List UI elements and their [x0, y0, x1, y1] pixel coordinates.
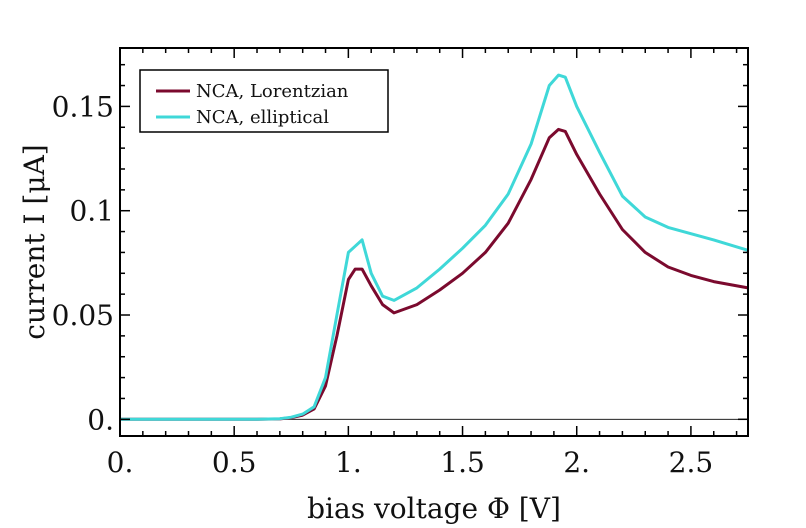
- legend: NCA, Lorentzian NCA, elliptical: [139, 69, 389, 133]
- y-tick-label: 0.05: [52, 299, 114, 332]
- plot-frame: [119, 47, 749, 437]
- x-tick-label: 1.5: [440, 446, 485, 479]
- y-tick-label: 0.1: [69, 195, 114, 228]
- series-line-elliptical: [120, 73, 749, 421]
- x-axis-label: bias voltage Φ [V]: [307, 492, 561, 525]
- x-tick-label: 0.5: [212, 446, 257, 479]
- y-axis-label: current I [μA]: [18, 144, 51, 339]
- y-tick-label: 0.: [87, 403, 114, 436]
- x-tick-label: 2.5: [669, 446, 714, 479]
- x-tick-label: 0.: [107, 446, 134, 479]
- x-tick-label: 2.: [563, 446, 590, 479]
- x-tick-label: 1.: [335, 446, 362, 479]
- y-tick-label: 0.15: [52, 90, 114, 123]
- legend-box: [139, 69, 389, 133]
- legend-label-elliptical: NCA, elliptical: [196, 107, 329, 128]
- legend-label-lorentzian: NCA, Lorentzian: [196, 81, 349, 102]
